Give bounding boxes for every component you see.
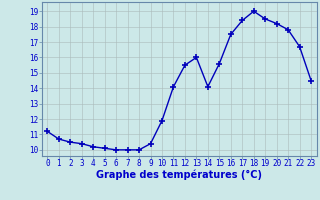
X-axis label: Graphe des températures (°C): Graphe des températures (°C) [96, 169, 262, 180]
